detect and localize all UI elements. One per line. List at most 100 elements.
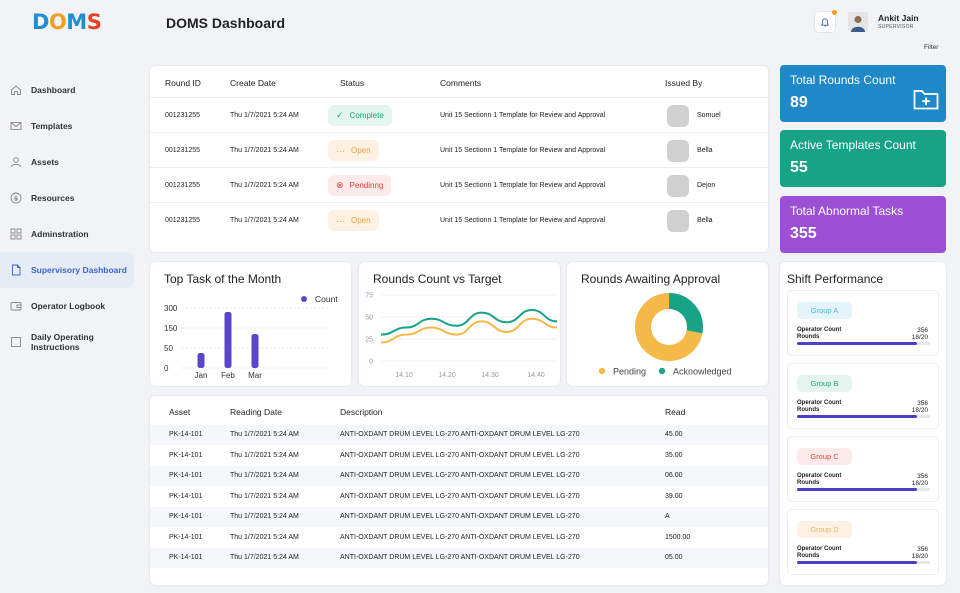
y-tick-label: 50 — [365, 315, 373, 322]
sidebar-item-resources[interactable]: $ Resources — [0, 180, 140, 216]
table-row[interactable]: PK-14-101 Thu 1/7/2021 5:24 AM ANTI-OXDANT… — [150, 446, 768, 466]
user-name[interactable]: Ankit Jain — [878, 13, 919, 23]
read-value: 1500.00 — [665, 533, 691, 541]
column-header[interactable]: Asset — [169, 407, 191, 417]
filter-link[interactable]: Filter — [924, 44, 939, 51]
sidebar-item-administration[interactable]: Adminstration — [0, 216, 140, 252]
bar — [197, 353, 205, 368]
rounds-value: 18/20 — [911, 334, 928, 341]
table-row[interactable]: PK-14-101 Thu 1/7/2021 5:24 AM ANTI-OXDANT… — [150, 487, 768, 507]
doms-logo[interactable]: DOMS — [32, 10, 102, 34]
column-header[interactable]: Status — [340, 78, 365, 88]
table-row[interactable]: PK-14-101 Thu 1/7/2021 5:24 AM ANTI-OXDANT… — [150, 507, 768, 527]
status-badge[interactable]: ··· Open — [328, 140, 379, 161]
x-tick-label: Mar — [248, 371, 262, 380]
bar — [224, 312, 232, 368]
kpi-total-rounds[interactable]: Total Rounds Count 89 — [780, 65, 946, 122]
column-header[interactable]: Comments — [440, 78, 482, 88]
column-header[interactable]: Read — [665, 407, 686, 417]
rounds-label: Rounds — [797, 553, 820, 559]
y-tick-label: 50 — [164, 344, 173, 353]
reading-date: Thu 1/7/2021 5:24 AM — [230, 513, 299, 520]
x-tick-label: 14.40 — [527, 372, 545, 379]
read-value: 45.00 — [665, 431, 683, 438]
table-row[interactable]: PK-14-101 Thu 1/7/2021 5:24 AM ANTI-OXDANT… — [150, 528, 768, 548]
asset-id: PK-14-101 — [169, 472, 203, 479]
reading-date: Thu 1/7/2021 5:24 AM — [230, 472, 299, 479]
y-tick-label: 75 — [365, 293, 373, 300]
operator-count-value: 356 — [917, 400, 928, 407]
avatar — [667, 210, 689, 232]
notification-dot — [832, 10, 837, 15]
sidebar-item-assets[interactable]: Assets — [0, 144, 140, 180]
grid-icon — [10, 228, 22, 240]
y-tick-label: 300 — [164, 304, 178, 313]
reading-date: Thu 1/7/2021 5:24 AM — [230, 533, 299, 541]
shift-group-card[interactable]: Group D Operator Count 356 Rounds 18/20 — [787, 509, 939, 575]
column-header[interactable]: Reading Date — [230, 407, 282, 417]
column-header[interactable]: Issued By — [665, 78, 703, 88]
table-row[interactable]: 001231255 Thu 1/7/2021 5:24 AM ✓ Complete… — [150, 97, 768, 132]
kpi-value: 355 — [790, 225, 817, 242]
rounds-progress-fill — [797, 561, 917, 564]
bar — [251, 334, 259, 368]
asset-readings-table: Asset Reading Date Description Read PK-1… — [150, 396, 768, 585]
status-badge[interactable]: ✓ Complete — [328, 105, 392, 126]
user-role: SUPERVISOR — [878, 24, 914, 30]
chart-title: Rounds Count vs Target — [373, 272, 502, 286]
description: ANTI-OXDANT DRUM LEVEL LG-270 ANTI-OXDAN… — [340, 513, 580, 520]
shift-group-card[interactable]: Group A Operator Count 356 Rounds 18/20 — [787, 290, 939, 356]
read-value: A — [665, 513, 670, 520]
sidebar-item-supervisory-dashboard[interactable]: Supervisory Dashboard — [0, 252, 134, 288]
operator-count-label: Operator Count — [797, 400, 842, 406]
reading-date: Thu 1/7/2021 5:24 AM — [230, 451, 299, 459]
round-id: 001231255 — [165, 147, 201, 154]
sidebar-item-daily-operating-instructions[interactable]: Daily Operating Instructions — [0, 324, 140, 360]
read-value: 05.00 — [665, 554, 683, 561]
kpi-active-templates[interactable]: Active Templates Count 55 — [780, 130, 946, 187]
asset-id: PK-14-101 — [169, 533, 203, 541]
y-tick-label: 150 — [164, 324, 178, 333]
create-date: Thu 1/7/2021 5:24 AM — [230, 112, 299, 119]
top-task-chart-card: Top Task of the Month 0 50 150 300 Jan Feb Mar… — [150, 262, 351, 386]
table-row[interactable]: 001231255 Thu 1/7/2021 5:24 AM ··· Open U… — [150, 202, 768, 237]
logo-letter: D — [32, 10, 49, 34]
sidebar-item-label: Assets — [31, 157, 59, 167]
shift-group-card[interactable]: Group B Operator Count 356 Rounds 18/20 — [787, 363, 939, 429]
kpi-abnormal-tasks[interactable]: Total Abnormal Tasks 355 — [780, 196, 946, 253]
status-label: Complete — [349, 111, 384, 120]
asset-id: PK-14-101 — [169, 513, 203, 520]
description: ANTI-OXDANT DRUM LEVEL LG-270 ANTI-OXDAN… — [340, 554, 580, 561]
sidebar-item-label: Adminstration — [31, 229, 89, 239]
rounds-progress-bar — [797, 488, 930, 491]
status-badge[interactable]: ··· Open — [328, 210, 379, 231]
table-row[interactable]: PK-14-101 Thu 1/7/2021 5:24 AM ANTI-OXDANT… — [150, 425, 768, 445]
rounds-value: 18/20 — [911, 480, 928, 487]
series-line — [380, 308, 558, 336]
rounds-progress-bar — [797, 342, 930, 345]
sidebar-item-operator-logbook[interactable]: Operator Logbook — [0, 288, 140, 324]
table-row[interactable]: PK-14-101 Thu 1/7/2021 5:24 AM ANTI-OXDANT… — [150, 466, 768, 486]
sidebar-item-label: Operator Logbook — [31, 301, 106, 311]
sidebar-item-dashboard[interactable]: Dashboard — [0, 72, 140, 108]
operator-count-label: Operator Count — [797, 327, 842, 333]
column-header[interactable]: Round ID — [165, 78, 201, 88]
status-badge[interactable]: ⊗ Pendinng — [328, 175, 392, 196]
notifications-button[interactable] — [814, 10, 837, 33]
legend-swatch — [658, 367, 666, 375]
read-value: 35.00 — [665, 451, 683, 459]
table-row[interactable]: PK-14-101 Thu 1/7/2021 5:24 AM ANTI-OXDANT… — [150, 548, 768, 568]
kpi-value: 55 — [790, 159, 808, 176]
sidebar-item-templates[interactable]: Templates — [0, 108, 140, 144]
column-header[interactable]: Description — [340, 407, 383, 417]
legend-label: Count — [315, 294, 338, 304]
table-row[interactable]: 001231255 Thu 1/7/2021 5:24 AM ⊗ Pendinng… — [150, 167, 768, 202]
shift-group-card[interactable]: Group C Operator Count 356 Rounds 18/20 — [787, 436, 939, 502]
rounds-value: 18/20 — [911, 407, 928, 414]
table-row[interactable]: 001231255 Thu 1/7/2021 5:24 AM ··· Open U… — [150, 132, 768, 167]
column-header[interactable]: Create Date — [230, 78, 276, 88]
read-value: 06.00 — [665, 472, 683, 479]
round-id: 001231255 — [165, 112, 201, 119]
user-avatar[interactable] — [848, 12, 868, 32]
logo-letter: S — [86, 10, 102, 34]
